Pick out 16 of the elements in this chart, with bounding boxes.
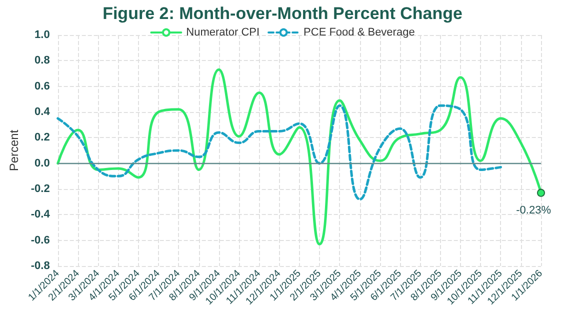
line-series: [56, 104, 502, 201]
data-label: -0.23%: [516, 204, 552, 216]
y-tick-label: 0.4: [34, 106, 51, 118]
y-axis-title: Percent: [7, 129, 21, 172]
y-tick-label: 0.2: [34, 132, 50, 144]
y-tick-label: 0.6: [34, 80, 50, 92]
chart-title: Figure 2: Month-over-Month Percent Change: [102, 4, 462, 23]
legend-label: PCE Food & Beverage: [304, 26, 415, 38]
y-tick-label: -0.8: [30, 260, 50, 272]
legend-label: Numerator CPI: [186, 26, 260, 38]
y-tick-label: -0.4: [30, 208, 51, 221]
y-tick-label: 1.0: [34, 29, 50, 41]
y-tick-label: 0.8: [34, 54, 50, 67]
y-tick-label: -0.6: [30, 234, 50, 246]
y-tick-label: -0.2: [30, 183, 50, 195]
y-tick-label: 0.0: [34, 157, 50, 170]
